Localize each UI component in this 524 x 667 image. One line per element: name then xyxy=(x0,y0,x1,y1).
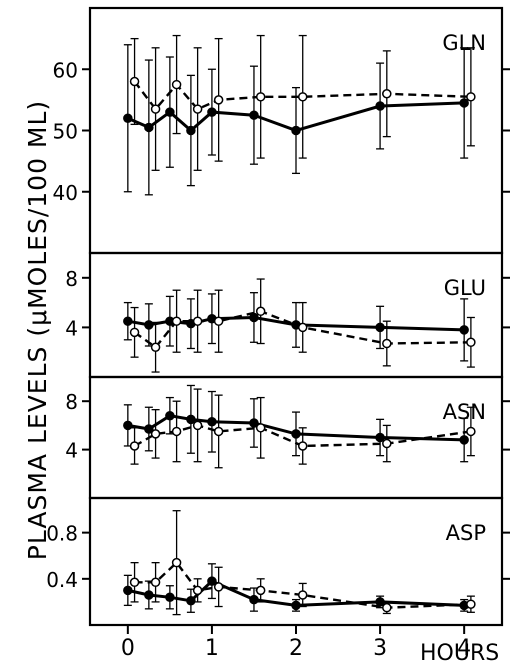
data-point xyxy=(291,600,301,611)
y-tick-label: 0.8 xyxy=(46,522,78,546)
y-tick-label: 4 xyxy=(65,439,78,463)
y-tick-label: 40 xyxy=(53,181,78,205)
data-point xyxy=(466,599,476,609)
data-point xyxy=(297,590,308,600)
data-point xyxy=(255,423,266,433)
data-point xyxy=(186,414,196,425)
data-point xyxy=(213,95,224,105)
x-tick-label: 2 xyxy=(289,636,303,661)
data-point xyxy=(129,327,140,338)
data-point xyxy=(291,429,301,439)
panel-title: ASP xyxy=(446,521,486,545)
data-point xyxy=(459,435,469,445)
y-tick-label: 8 xyxy=(65,267,78,291)
data-point xyxy=(171,79,182,90)
data-point xyxy=(192,316,203,326)
y-tick-label: 4 xyxy=(65,316,78,340)
data-point xyxy=(382,89,392,99)
y-tick-label: 0.4 xyxy=(46,568,78,592)
data-point xyxy=(129,76,140,87)
data-point xyxy=(123,316,133,326)
data-point xyxy=(459,325,469,335)
data-point xyxy=(382,438,392,449)
data-point xyxy=(297,441,308,451)
data-point xyxy=(466,92,476,102)
data-point xyxy=(165,107,175,117)
data-point xyxy=(165,592,175,603)
x-tick-label: 1 xyxy=(205,636,219,661)
data-point xyxy=(255,92,266,102)
data-point xyxy=(249,110,259,120)
data-point xyxy=(375,322,385,333)
data-point xyxy=(291,125,301,136)
x-tick-label: 0 xyxy=(121,636,135,661)
y-axis-label: PLASMA LEVELS (μMOLES/100 ML) xyxy=(23,100,52,560)
data-point xyxy=(129,441,140,451)
data-point xyxy=(213,316,224,326)
data-point xyxy=(144,590,154,600)
data-point xyxy=(192,420,203,431)
data-point xyxy=(466,337,476,348)
data-point xyxy=(375,432,385,443)
data-point xyxy=(382,602,392,613)
data-point xyxy=(213,426,224,437)
data-point xyxy=(375,101,385,111)
data-point xyxy=(249,418,259,428)
data-point xyxy=(144,320,154,330)
data-point xyxy=(150,104,161,114)
data-point xyxy=(171,557,182,568)
data-point xyxy=(297,322,308,333)
data-point xyxy=(129,577,140,588)
data-point xyxy=(150,342,161,352)
x-tick-label: 3 xyxy=(373,636,387,661)
data-point xyxy=(382,338,392,349)
y-tick-label: 8 xyxy=(65,390,78,414)
data-point xyxy=(255,306,266,317)
data-point xyxy=(171,426,182,437)
series-line xyxy=(134,424,472,448)
data-point xyxy=(192,104,203,114)
data-point xyxy=(213,582,224,592)
data-point xyxy=(459,98,469,108)
y-tick-label: 60 xyxy=(53,58,78,82)
data-point xyxy=(207,576,217,586)
data-point xyxy=(150,429,161,439)
data-point xyxy=(249,594,259,605)
data-point xyxy=(207,107,217,117)
data-point xyxy=(297,92,308,102)
data-point xyxy=(123,585,133,596)
data-point xyxy=(171,316,182,326)
data-point xyxy=(123,420,133,431)
data-point xyxy=(144,424,154,434)
x-axis-label: HOURS xyxy=(420,641,499,666)
data-point xyxy=(255,585,266,596)
data-point xyxy=(144,122,154,133)
data-point xyxy=(192,585,203,596)
data-point xyxy=(186,596,196,606)
x-tick-label: 4 xyxy=(457,636,471,661)
panel-title: GLU xyxy=(444,276,486,300)
data-point xyxy=(123,113,133,123)
data-point xyxy=(466,426,476,437)
data-point xyxy=(207,417,217,427)
data-point xyxy=(165,410,175,421)
y-tick-label: 50 xyxy=(53,120,78,144)
data-point xyxy=(150,577,161,588)
data-point xyxy=(186,125,196,136)
